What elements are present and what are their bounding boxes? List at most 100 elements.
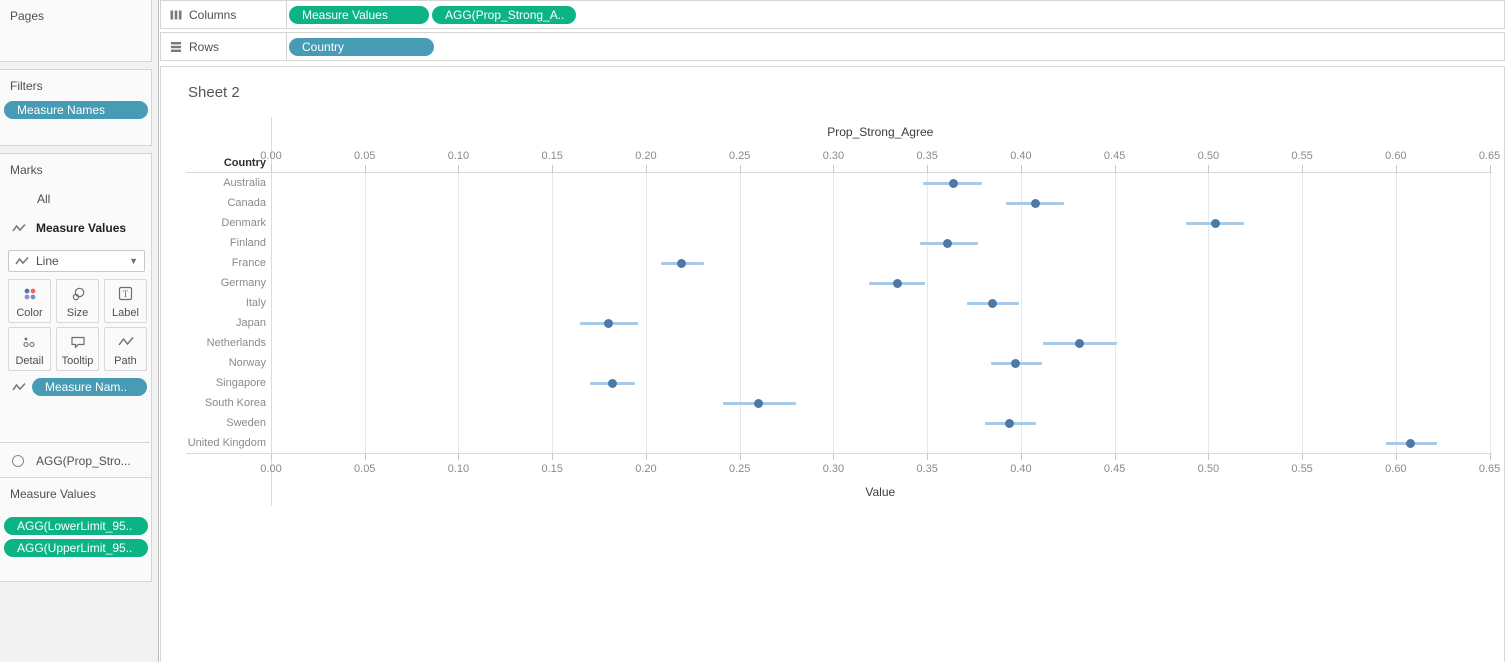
bottom-axis-tick <box>552 453 554 460</box>
path-button[interactable]: Path <box>104 327 147 371</box>
row-label-singapore[interactable]: Singapore <box>215 377 266 389</box>
pill-agg-lowerlimit[interactable]: AGG(LowerLimit_95.. <box>4 517 148 535</box>
filter-pill-measure-names[interactable]: Measure Names <box>4 101 148 119</box>
gridline <box>1020 173 1022 453</box>
top-axis-tick <box>739 165 741 172</box>
gridline <box>364 173 366 453</box>
top-axis-tick-label: 0.15 <box>541 150 563 162</box>
chevron-down-icon: ▼ <box>129 256 138 266</box>
tooltip-button[interactable]: Tooltip <box>56 327 99 371</box>
point-estimate-dot[interactable] <box>607 378 617 388</box>
point-estimate-dot[interactable] <box>892 278 902 288</box>
top-axis-tick <box>1208 165 1210 172</box>
gridline <box>927 173 929 453</box>
row-label-canada[interactable]: Canada <box>227 197 266 209</box>
bottom-axis-tick-label: 0.05 <box>354 463 376 475</box>
bottom-axis-tick <box>364 453 366 460</box>
size-button[interactable]: Size <box>56 279 99 323</box>
detail-button[interactable]: Detail <box>8 327 51 371</box>
top-axis-tick <box>1302 165 1304 172</box>
bottom-axis-tick-label: 0.00 <box>260 463 282 475</box>
marks-pill-measure-names[interactable]: Measure Nam.. <box>32 378 147 396</box>
point-estimate-dot[interactable] <box>988 298 998 308</box>
rows-pill-country[interactable]: Country <box>289 37 434 56</box>
marks-measure-values-label: Measure Values <box>36 221 127 235</box>
point-estimate-dot[interactable] <box>943 238 953 248</box>
text-label-icon: T <box>105 280 146 307</box>
point-estimate-dot[interactable] <box>1406 438 1416 448</box>
top-axis-tick-label: 0.50 <box>1197 150 1220 162</box>
line-mark-icon <box>12 382 26 392</box>
gridline <box>552 173 554 453</box>
top-axis-tick-label: 0.10 <box>447 150 470 162</box>
bottom-axis-tick-label: 0.55 <box>1291 463 1313 475</box>
filters-card: Filters Measure Names <box>0 69 152 146</box>
bottom-axis-tick <box>927 453 929 460</box>
row-label-france[interactable]: France <box>231 257 266 269</box>
bottom-axis-tick-label: 0.40 <box>1010 463 1032 475</box>
row-label-japan[interactable]: Japan <box>236 317 266 329</box>
bottom-axis-tick <box>1020 453 1022 460</box>
row-label-italy[interactable]: Italy <box>245 297 266 309</box>
point-estimate-dot[interactable] <box>1005 418 1015 428</box>
columns-shelf[interactable]: Columns Measure Values AGG(Prop_Strong_A… <box>160 0 1505 29</box>
bottom-axis-tick <box>833 453 835 460</box>
row-label-united-kingdom[interactable]: United Kingdom <box>187 437 266 449</box>
bottom-axis-title[interactable]: Value <box>865 485 896 499</box>
pill-agg-upperlimit[interactable]: AGG(UpperLimit_95.. <box>4 539 148 557</box>
row-label-australia[interactable]: Australia <box>223 177 266 189</box>
mark-type-dropdown[interactable]: Line ▼ <box>8 250 145 272</box>
row-label-netherlands[interactable]: Netherlands <box>206 337 266 349</box>
point-estimate-dot[interactable] <box>1211 218 1221 228</box>
point-estimate-dot[interactable] <box>1074 338 1084 348</box>
bottom-axis-tick-label: 0.25 <box>728 463 751 475</box>
color-button[interactable]: Color <box>8 279 51 323</box>
path-icon <box>105 328 146 355</box>
columns-pill-measure-values[interactable]: Measure Values <box>289 5 429 24</box>
header-divider <box>186 172 1492 173</box>
row-label-sweden[interactable]: Sweden <box>226 417 266 429</box>
marks-tab-agg-prop-strong[interactable]: AGG(Prop_Stro... <box>12 454 131 468</box>
row-label-denmark[interactable]: Denmark <box>221 217 266 229</box>
detail-icon <box>9 328 50 355</box>
marks-tab-measure-values[interactable]: Measure Values <box>12 221 126 235</box>
columns-shelf-label: Columns <box>161 1 287 28</box>
row-label-norway[interactable]: Norway <box>228 357 266 369</box>
left-panel: Pages Filters Measure Names Marks All Me… <box>0 0 159 662</box>
row-label-germany[interactable]: Germany <box>220 277 266 289</box>
point-estimate-dot[interactable] <box>948 178 958 188</box>
bottom-axis-tick <box>1114 453 1116 460</box>
label-button[interactable]: T Label <box>104 279 147 323</box>
bottom-axis-tick-label: 0.65 <box>1478 463 1501 475</box>
svg-text:T: T <box>123 289 129 299</box>
row-label-finland[interactable]: Finland <box>229 237 266 249</box>
top-axis-tick <box>1395 165 1397 172</box>
point-estimate-dot[interactable] <box>753 398 763 408</box>
top-axis-tick <box>927 165 929 172</box>
top-axis-tick-label: 0.45 <box>1103 150 1126 162</box>
bottom-axis-tick <box>1395 453 1397 460</box>
row-header-country[interactable]: Country <box>223 157 266 169</box>
bottom-axis-tick <box>1208 453 1210 460</box>
pages-card: Pages <box>0 0 152 62</box>
gridline <box>1302 173 1304 453</box>
columns-icon <box>170 9 182 21</box>
point-estimate-dot[interactable] <box>677 258 687 268</box>
top-axis-tick <box>833 165 835 172</box>
top-axis-tick-label: 0.05 <box>354 150 376 162</box>
columns-pill-agg-prop-strong[interactable]: AGG(Prop_Strong_A.. <box>432 5 576 24</box>
point-estimate-dot[interactable] <box>603 318 613 328</box>
bottom-axis-tick-label: 0.50 <box>1197 463 1220 475</box>
point-estimate-dot[interactable] <box>1031 198 1041 208</box>
bottom-axis-tick-label: 0.10 <box>447 463 470 475</box>
marks-tab-all[interactable]: All <box>37 192 51 206</box>
rows-shelf[interactable]: Rows Country <box>160 32 1505 61</box>
line-mark-icon <box>12 223 26 233</box>
gridline <box>1208 173 1210 453</box>
top-axis-tick <box>645 165 647 172</box>
top-axis-tick-label: 0.55 <box>1291 150 1313 162</box>
point-estimate-dot[interactable] <box>1010 358 1020 368</box>
size-icon <box>57 280 98 307</box>
row-label-south-korea[interactable]: South Korea <box>204 397 266 409</box>
